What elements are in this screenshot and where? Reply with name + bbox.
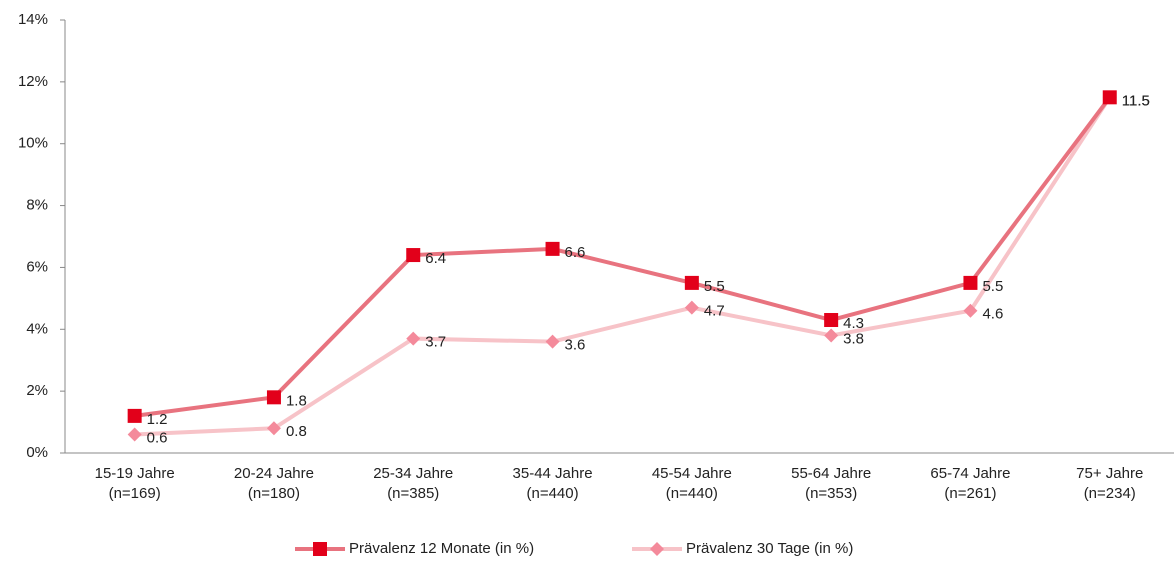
data-label: 3.7 bbox=[425, 334, 446, 351]
data-label: 3.6 bbox=[565, 337, 586, 354]
data-point bbox=[266, 421, 281, 436]
y-tick-label: 0% bbox=[26, 444, 48, 461]
data-point bbox=[127, 408, 142, 423]
data-label: 4.3 bbox=[843, 315, 864, 332]
data-label: 6.6 bbox=[565, 244, 586, 261]
series-line bbox=[134, 96, 1112, 418]
data-label: 6.4 bbox=[425, 250, 446, 267]
data-label: 3.8 bbox=[843, 330, 864, 347]
data-label: 11.5 bbox=[1122, 92, 1150, 109]
x-tick-label: 35-44 Jahre (n=440) bbox=[512, 465, 593, 502]
legend-marker bbox=[650, 542, 664, 556]
data-label: 1.2 bbox=[147, 411, 168, 428]
x-tick-label: 25-34 Jahre (n=385) bbox=[373, 465, 454, 502]
x-tick-label: 65-74 Jahre (n=261) bbox=[930, 465, 1011, 502]
data-label: 0.6 bbox=[147, 429, 168, 446]
x-tick-label: 20-24 Jahre (n=180) bbox=[233, 465, 314, 502]
data-label: 11.5 bbox=[1122, 92, 1150, 109]
y-tick-label: 8% bbox=[26, 197, 48, 214]
x-tick-label: 55-64 Jahre (n=353) bbox=[791, 465, 872, 502]
x-tick-label: 75+ Jahre (n=234) bbox=[1076, 465, 1144, 502]
y-tick-label: 14% bbox=[18, 11, 48, 28]
y-tick-label: 2% bbox=[26, 382, 48, 399]
y-tick-label: 4% bbox=[26, 320, 48, 337]
data-point bbox=[1102, 90, 1117, 105]
data-point bbox=[266, 390, 281, 405]
legend-label: Prävalenz 30 Tage (in %) bbox=[686, 540, 853, 557]
legend-label: Prävalenz 12 Monate (in %) bbox=[349, 540, 534, 557]
y-tick-label: 10% bbox=[18, 135, 48, 152]
data-label: 5.5 bbox=[982, 278, 1003, 295]
legend-marker bbox=[313, 542, 327, 556]
data-point bbox=[824, 328, 839, 343]
data-point bbox=[545, 241, 560, 256]
data-point bbox=[684, 275, 699, 290]
data-point bbox=[406, 248, 421, 263]
series-line bbox=[134, 96, 1112, 437]
data-point bbox=[963, 275, 978, 290]
y-tick-label: 12% bbox=[18, 73, 48, 90]
data-label: 5.5 bbox=[704, 278, 725, 295]
data-point bbox=[963, 303, 978, 318]
data-label: 0.8 bbox=[286, 423, 307, 440]
data-label: 1.8 bbox=[286, 392, 307, 409]
data-point bbox=[406, 331, 421, 346]
data-point bbox=[824, 313, 839, 328]
data-label: 4.6 bbox=[982, 306, 1003, 323]
data-point bbox=[684, 300, 699, 315]
x-tick-label: 45-54 Jahre (n=440) bbox=[651, 465, 732, 502]
x-tick-label: 15-19 Jahre (n=169) bbox=[94, 465, 175, 502]
y-tick-label: 6% bbox=[26, 258, 48, 275]
data-label: 4.7 bbox=[704, 303, 725, 320]
data-point bbox=[545, 334, 560, 349]
data-point bbox=[127, 427, 142, 442]
